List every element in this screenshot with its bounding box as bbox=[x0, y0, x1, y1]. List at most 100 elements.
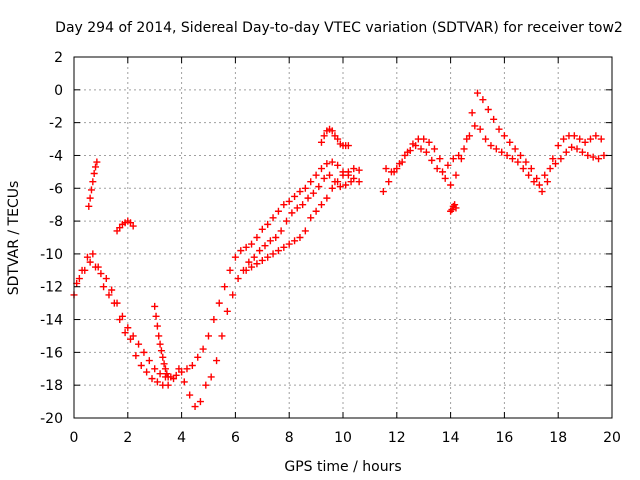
x-tick-label: 6 bbox=[231, 430, 240, 446]
data-point bbox=[546, 165, 554, 173]
data-point bbox=[451, 201, 459, 209]
data-point bbox=[320, 174, 328, 182]
y-tick-label: -2 bbox=[49, 116, 63, 132]
data-point bbox=[229, 291, 237, 299]
data-point bbox=[328, 127, 336, 135]
data-point bbox=[135, 340, 143, 348]
data-point bbox=[417, 145, 425, 153]
data-point bbox=[468, 109, 476, 117]
data-point bbox=[180, 378, 188, 386]
data-point bbox=[258, 225, 266, 233]
data-point bbox=[108, 286, 116, 294]
data-point bbox=[261, 242, 269, 250]
data-point bbox=[126, 335, 134, 343]
data-point bbox=[538, 188, 546, 196]
x-axis-label: GPS time / hours bbox=[284, 459, 401, 475]
data-point bbox=[508, 155, 516, 163]
data-point bbox=[242, 243, 250, 251]
data-point bbox=[535, 181, 543, 189]
data-point bbox=[291, 192, 299, 200]
data-point bbox=[248, 240, 256, 248]
data-point bbox=[164, 381, 172, 389]
x-tick-label: 16 bbox=[495, 430, 513, 446]
data-point bbox=[463, 135, 471, 143]
data-point bbox=[347, 178, 355, 186]
y-tick-labels: 2 0 -2 -4 -6 -8 -10 -12 -14 -16 -18 -20 bbox=[40, 50, 63, 427]
x-tick-label: 14 bbox=[442, 430, 460, 446]
data-point bbox=[328, 158, 336, 166]
data-point bbox=[344, 168, 352, 176]
data-point bbox=[153, 322, 161, 330]
data-point bbox=[196, 398, 204, 406]
data-point bbox=[245, 258, 253, 266]
data-point bbox=[436, 155, 444, 163]
data-point bbox=[296, 234, 304, 241]
data-point bbox=[525, 171, 533, 179]
data-point bbox=[315, 183, 323, 191]
data-point bbox=[519, 165, 527, 173]
data-point bbox=[484, 106, 492, 114]
data-point bbox=[129, 222, 137, 230]
data-point bbox=[163, 370, 171, 378]
data-point bbox=[439, 168, 447, 176]
data-point bbox=[474, 89, 481, 97]
data-point bbox=[517, 151, 525, 159]
data-point bbox=[476, 125, 484, 133]
data-point bbox=[317, 165, 325, 173]
data-point bbox=[444, 161, 452, 169]
data-point bbox=[420, 135, 428, 143]
data-point bbox=[242, 266, 250, 274]
data-point bbox=[514, 158, 522, 166]
data-point bbox=[560, 135, 568, 143]
y-tick-label: -18 bbox=[40, 378, 63, 394]
data-point bbox=[223, 307, 231, 315]
data-point bbox=[422, 148, 430, 156]
data-point bbox=[161, 365, 169, 373]
data-point bbox=[595, 155, 603, 163]
data-point bbox=[323, 194, 331, 202]
data-point bbox=[570, 132, 578, 140]
data-point bbox=[586, 135, 594, 143]
x-tick-label: 10 bbox=[334, 430, 352, 446]
data-point bbox=[285, 197, 293, 205]
data-point bbox=[433, 165, 441, 173]
data-point bbox=[266, 237, 274, 245]
data-point bbox=[573, 145, 581, 153]
data-point bbox=[86, 258, 94, 266]
data-point bbox=[457, 155, 465, 163]
data-point bbox=[218, 332, 226, 340]
data-point bbox=[253, 260, 261, 268]
y-tick-label: 2 bbox=[54, 50, 63, 66]
series-s2 bbox=[73, 171, 355, 411]
data-point bbox=[533, 174, 541, 182]
data-point bbox=[441, 174, 449, 182]
data-point bbox=[584, 151, 592, 159]
x-tick-label: 18 bbox=[549, 430, 567, 446]
marks-layer bbox=[70, 89, 608, 411]
data-point bbox=[102, 275, 110, 283]
data-point bbox=[307, 178, 315, 186]
data-point bbox=[557, 155, 565, 163]
series-s8 bbox=[379, 122, 608, 196]
data-point bbox=[355, 178, 363, 186]
data-point bbox=[78, 266, 86, 274]
data-point bbox=[428, 156, 436, 164]
y-tick-label: -4 bbox=[49, 148, 63, 164]
data-point bbox=[568, 143, 576, 151]
data-point bbox=[312, 171, 320, 179]
data-point bbox=[317, 138, 325, 146]
y-tick-label: -10 bbox=[40, 247, 63, 263]
data-point bbox=[312, 207, 320, 215]
data-point bbox=[280, 243, 288, 251]
y-tick-label: -8 bbox=[49, 214, 63, 230]
y-tick-label: -6 bbox=[49, 181, 63, 197]
data-point bbox=[143, 368, 151, 376]
series-s4 bbox=[113, 217, 137, 235]
data-point bbox=[350, 165, 358, 173]
data-point bbox=[511, 145, 519, 153]
series-s9 bbox=[382, 89, 605, 196]
y-tick-label: -12 bbox=[40, 280, 63, 296]
data-point bbox=[498, 148, 506, 156]
data-point bbox=[151, 302, 159, 310]
